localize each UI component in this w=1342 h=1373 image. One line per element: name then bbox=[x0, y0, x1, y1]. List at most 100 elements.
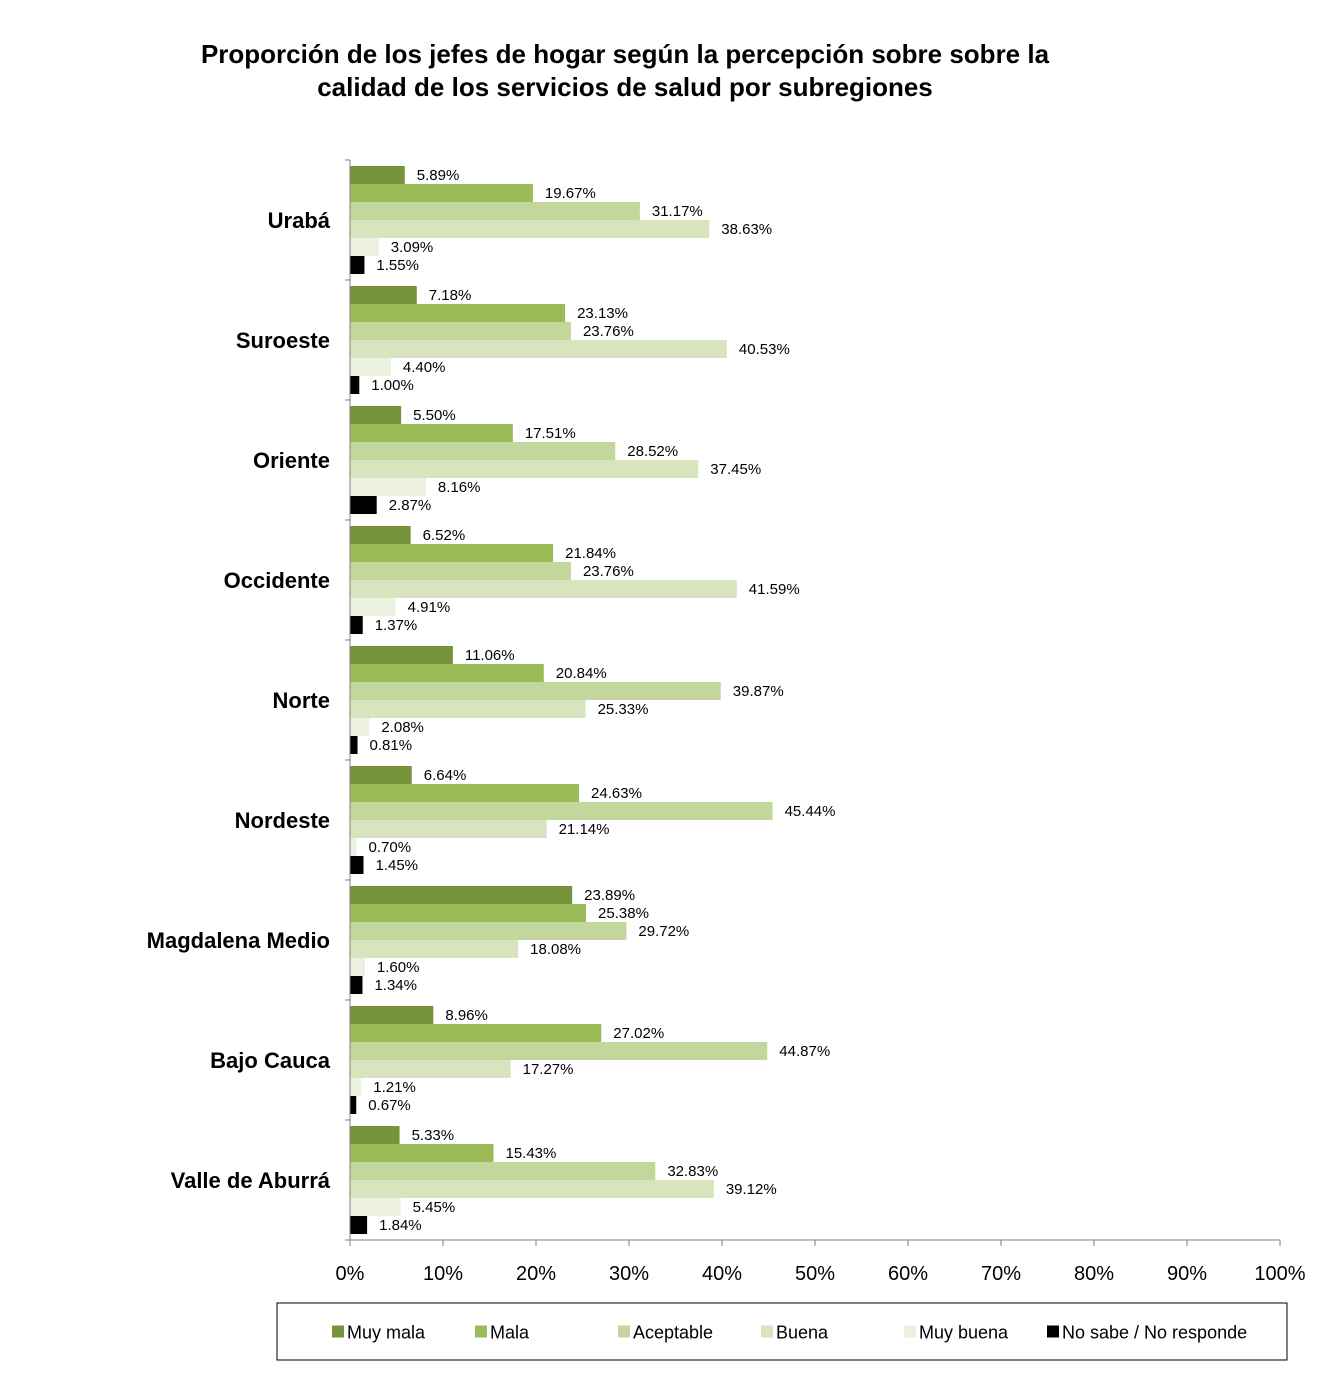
legend-box bbox=[276, 1302, 1288, 1361]
bar-oriente-aceptable bbox=[350, 442, 616, 460]
category-labels-layer: Urabá Suroeste Oriente Occidente Norte Nordes… bbox=[147, 208, 331, 1193]
category-label-oriente: Oriente bbox=[253, 448, 330, 473]
value-label-magdalena-medio-muy-mala: 23.89% bbox=[584, 887, 635, 904]
value-label-norte-muy-buena: 2.08% bbox=[381, 719, 424, 736]
bar-occidente-buena bbox=[350, 580, 737, 598]
legend-label-muy-mala: Muy mala bbox=[347, 1323, 426, 1343]
x-tick-label: 0% bbox=[336, 1263, 365, 1285]
value-label-nordeste-mala: 24.63% bbox=[591, 785, 642, 802]
x-tick-label: 30% bbox=[609, 1263, 649, 1285]
value-label-suroeste-no-sabe-no-responde: 1.00% bbox=[371, 377, 414, 394]
value-label-suroeste-aceptable: 23.76% bbox=[583, 323, 634, 340]
value-label-oriente-muy-mala: 5.50% bbox=[413, 407, 456, 424]
value-label-occidente-no-sabe-no-responde: 1.37% bbox=[375, 617, 418, 634]
chart-title-line-2: calidad de los servicios de salud por su… bbox=[317, 72, 933, 102]
value-label-nordeste-no-sabe-no-responde: 1.45% bbox=[375, 857, 418, 874]
bar-valle-de-aburra-aceptable bbox=[350, 1162, 656, 1180]
bar-norte-aceptable bbox=[350, 682, 721, 700]
value-label-oriente-aceptable: 28.52% bbox=[627, 443, 678, 460]
chart-title: Proporción de los jefes de hogar según l… bbox=[100, 38, 1150, 104]
category-label-uraba: Urabá bbox=[268, 208, 331, 233]
value-label-bajo-cauca-mala: 27.02% bbox=[613, 1025, 664, 1042]
value-label-norte-aceptable: 39.87% bbox=[733, 683, 784, 700]
category-label-suroeste: Suroeste bbox=[236, 328, 330, 353]
bar-oriente-muy-buena bbox=[350, 478, 426, 496]
bar-valle-de-aburra-muy-mala bbox=[350, 1126, 400, 1144]
bar-oriente-buena bbox=[350, 460, 699, 478]
x-tick-label: 50% bbox=[795, 1263, 835, 1285]
bar-bajo-cauca-buena bbox=[350, 1060, 511, 1078]
value-label-norte-mala: 20.84% bbox=[556, 665, 607, 682]
bar-suroeste-muy-mala bbox=[350, 286, 417, 304]
legend: Muy mala Mala Aceptable Buena Muy buena No sa… bbox=[276, 1302, 1288, 1361]
bar-suroeste-buena bbox=[350, 340, 727, 358]
bar-bajo-cauca-no-sabe-no-responde bbox=[350, 1096, 357, 1114]
value-label-occidente-buena: 41.59% bbox=[749, 581, 800, 598]
x-tick-label: 60% bbox=[888, 1263, 928, 1285]
legend-label-no-sabe-no-responde: No sabe / No responde bbox=[1062, 1323, 1247, 1343]
value-label-norte-muy-mala: 11.06% bbox=[465, 647, 515, 664]
bar-oriente-muy-mala bbox=[350, 406, 402, 424]
value-label-bajo-cauca-buena: 17.27% bbox=[523, 1061, 574, 1078]
value-label-valle-de-aburra-buena: 39.12% bbox=[726, 1181, 777, 1198]
bar-nordeste-muy-buena bbox=[350, 838, 357, 856]
value-label-valle-de-aburra-no-sabe-no-responde: 1.84% bbox=[379, 1217, 422, 1234]
value-label-occidente-mala: 21.84% bbox=[565, 545, 616, 562]
value-label-occidente-muy-buena: 4.91% bbox=[408, 599, 451, 616]
value-label-magdalena-medio-aceptable: 29.72% bbox=[638, 923, 689, 940]
value-label-magdalena-medio-muy-buena: 1.60% bbox=[377, 959, 420, 976]
x-tick-label: 90% bbox=[1167, 1263, 1207, 1285]
bar-uraba-mala bbox=[350, 184, 533, 202]
bar-uraba-muy-mala bbox=[350, 166, 405, 184]
x-tick-label: 40% bbox=[702, 1263, 742, 1285]
value-label-suroeste-mala: 23.13% bbox=[577, 305, 628, 322]
bars-layer bbox=[350, 166, 773, 1234]
bar-nordeste-mala bbox=[350, 784, 580, 802]
value-label-uraba-no-sabe-no-responde: 1.55% bbox=[376, 257, 419, 274]
value-label-magdalena-medio-no-sabe-no-responde: 1.34% bbox=[374, 977, 417, 994]
bar-suroeste-no-sabe-no-responde bbox=[350, 376, 360, 394]
value-label-uraba-aceptable: 31.17% bbox=[652, 203, 703, 220]
bar-norte-muy-buena bbox=[350, 718, 370, 736]
category-label-bajo-cauca: Bajo Cauca bbox=[210, 1048, 331, 1073]
value-label-uraba-muy-buena: 3.09% bbox=[391, 239, 434, 256]
value-label-bajo-cauca-aceptable: 44.87% bbox=[779, 1043, 830, 1060]
value-label-oriente-mala: 17.51% bbox=[525, 425, 576, 442]
value-label-uraba-buena: 38.63% bbox=[721, 221, 772, 238]
category-label-norte: Norte bbox=[273, 688, 330, 713]
chart-title-line-1: Proporción de los jefes de hogar según l… bbox=[200, 39, 1050, 69]
legend-label-muy-buena: Muy buena bbox=[919, 1323, 1009, 1343]
bar-bajo-cauca-muy-buena bbox=[350, 1078, 362, 1096]
bar-uraba-no-sabe-no-responde bbox=[350, 256, 365, 274]
bar-valle-de-aburra-no-sabe-no-responde bbox=[350, 1216, 368, 1234]
value-label-occidente-muy-mala: 6.52% bbox=[423, 527, 466, 544]
bar-bajo-cauca-aceptable bbox=[350, 1042, 768, 1060]
value-label-valle-de-aburra-muy-buena: 5.45% bbox=[413, 1199, 456, 1216]
legend-label-aceptable: Aceptable bbox=[633, 1323, 713, 1343]
legend-swatch-no-sabe-no-responde bbox=[1047, 1325, 1059, 1338]
category-label-magdalena-medio: Magdalena Medio bbox=[147, 928, 330, 953]
category-label-nordeste: Nordeste bbox=[235, 808, 330, 833]
value-label-uraba-muy-mala: 5.89% bbox=[417, 167, 460, 184]
bar-magdalena-medio-aceptable bbox=[350, 922, 627, 940]
value-label-norte-no-sabe-no-responde: 0.81% bbox=[370, 737, 413, 754]
value-label-bajo-cauca-no-sabe-no-responde: 0.67% bbox=[368, 1097, 411, 1114]
value-label-oriente-no-sabe-no-responde: 2.87% bbox=[389, 497, 432, 514]
axes-layer: 0% 10% 20% 30% 40% 50% 60% 70% 80% 90% 100% bbox=[336, 159, 1306, 1285]
x-tick-label: 70% bbox=[981, 1263, 1021, 1285]
bar-occidente-mala bbox=[350, 544, 554, 562]
category-label-valle-de-aburra: Valle de Aburrá bbox=[171, 1168, 331, 1193]
bar-occidente-muy-buena bbox=[350, 598, 396, 616]
legend-swatch-aceptable bbox=[618, 1325, 630, 1338]
value-label-norte-buena: 25.33% bbox=[598, 701, 649, 718]
bar-uraba-buena bbox=[350, 220, 710, 238]
bar-norte-buena bbox=[350, 700, 586, 718]
value-label-valle-de-aburra-mala: 15.43% bbox=[505, 1145, 556, 1162]
bar-magdalena-medio-muy-mala bbox=[350, 886, 573, 904]
value-label-occidente-aceptable: 23.76% bbox=[583, 563, 634, 580]
x-tick-label: 100% bbox=[1254, 1263, 1305, 1285]
bar-uraba-muy-buena bbox=[350, 238, 379, 256]
legend-label-buena: Buena bbox=[776, 1323, 829, 1343]
bar-oriente-mala bbox=[350, 424, 513, 442]
